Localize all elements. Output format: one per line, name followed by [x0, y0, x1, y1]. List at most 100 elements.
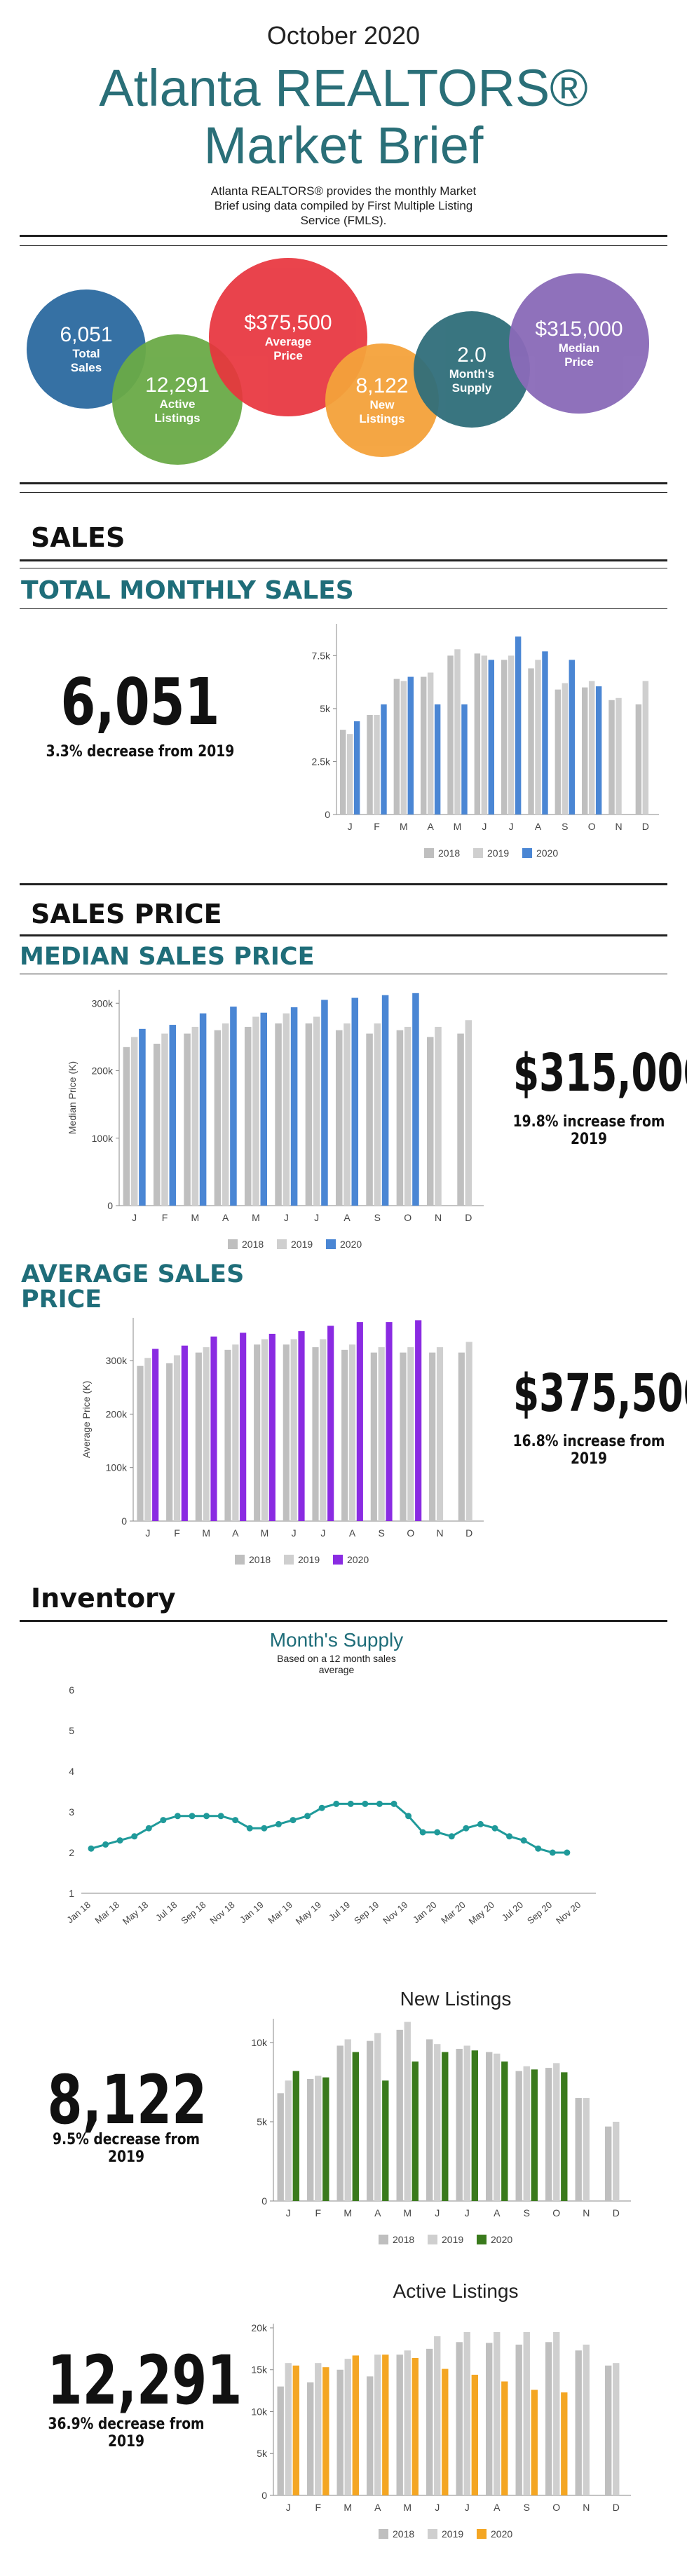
supply-point-Apr-18: [131, 1833, 138, 1840]
bar-2018-J: [474, 653, 481, 815]
y-tick-label: 6: [69, 1684, 74, 1696]
x-tick-label: N: [583, 2207, 590, 2219]
bar-2019-N: [435, 1026, 442, 1206]
supply-point-Oct-19: [390, 1800, 397, 1807]
x-tick-label: Mar 18: [93, 1900, 121, 1926]
x-tick-label: O: [552, 2207, 560, 2219]
bar-2019-M: [404, 2350, 411, 2495]
bar-2020-A: [356, 1322, 363, 1521]
bar-2020-A: [230, 1007, 237, 1206]
x-tick-label: Nov 20: [554, 1900, 583, 1926]
x-tick-label: S: [562, 821, 568, 832]
x-tick-label: Jul 18: [154, 1900, 179, 1923]
active-listings-bubble: 12,291 Active Listings: [112, 334, 243, 465]
bar-2019-S: [562, 683, 569, 815]
legend-swatch-2019: [284, 1555, 294, 1565]
bar-2018-N: [429, 1352, 436, 1521]
x-tick-label: Jul 20: [500, 1900, 525, 1923]
y-tick-label: 5: [69, 1725, 74, 1736]
bar-2020-J: [292, 2071, 299, 2201]
legend-label-2019: 2019: [298, 1554, 320, 1565]
y-tick-label: 300k: [106, 1355, 128, 1366]
x-tick-label: May 19: [294, 1900, 323, 1927]
x-tick-label: M: [454, 821, 462, 832]
bar-2019-M: [252, 1016, 259, 1206]
bar-2018-A: [420, 676, 427, 815]
x-tick-label: J: [286, 2502, 291, 2513]
x-tick-label: S: [374, 1212, 381, 1223]
bar-2020-S: [569, 660, 576, 815]
bar-2019-O: [553, 2063, 560, 2201]
average-price-chart: 0 100k 200k 300k Average Price (K) J F M A M J J A S O…: [81, 1318, 484, 1565]
average-price-value: $375,500: [244, 311, 332, 334]
divider: [20, 1620, 667, 1622]
legend-swatch-2020: [477, 2235, 487, 2244]
bar-2020-F: [181, 1345, 188, 1521]
bar-2019-J: [285, 2080, 292, 2201]
legend-label-2018: 2018: [249, 1554, 271, 1565]
x-tick-label: O: [552, 2502, 560, 2513]
y-tick-label: 0: [107, 1200, 113, 1211]
months-supply-label: Month's Supply: [449, 367, 495, 395]
x-tick-label: M: [261, 1527, 269, 1539]
bar-2018-J: [501, 660, 508, 815]
bar-2018-J: [312, 1347, 319, 1521]
divider: [20, 883, 667, 885]
legend-swatch-2018: [379, 2235, 388, 2244]
legend-label-2020: 2020: [340, 1239, 362, 1250]
supply-point-Aug-20: [535, 1845, 542, 1852]
bar-2020-J: [471, 2050, 478, 2201]
bar-2018-J: [426, 2039, 433, 2201]
median-price-chart: 0 100k 200k 300k Median Price (K) J F M A M J J A S O N…: [67, 990, 484, 1250]
x-tick-label: A: [494, 2207, 501, 2219]
x-tick-label: A: [344, 1212, 351, 1223]
bar-2018-A: [367, 2376, 374, 2495]
bar-2019-S: [374, 1023, 381, 1206]
bar-2018-M: [447, 655, 454, 815]
months-supply-value: 2.0: [457, 343, 487, 367]
x-tick-label: M: [400, 821, 408, 832]
median-price-label: Median Price: [558, 341, 600, 369]
y-tick-label: 300k: [92, 997, 114, 1009]
supply-point-May-19: [318, 1804, 325, 1811]
bar-2020-O: [412, 993, 419, 1206]
x-tick-label: J: [314, 1212, 319, 1223]
supply-point-Mar-19: [290, 1817, 297, 1824]
supply-point-Feb-20: [448, 1833, 455, 1840]
bar-2019-A: [232, 1344, 239, 1521]
bar-2020-A: [501, 2381, 508, 2495]
bar-2018-F: [166, 1363, 173, 1521]
bar-2018-J: [137, 1365, 144, 1521]
x-tick-label: O: [404, 1212, 411, 1223]
x-tick-label: F: [162, 1212, 168, 1223]
bar-2018-J: [426, 2348, 433, 2495]
legend-label-2019: 2019: [487, 847, 509, 859]
bar-2019-N: [436, 1347, 444, 1521]
bar-2019-S: [523, 2066, 530, 2201]
bar-2018-N: [608, 700, 615, 815]
bar-2018-D: [605, 2126, 612, 2201]
page-title: Atlanta REALTORS® Market Brief: [0, 60, 687, 175]
legend-swatch-2020: [522, 848, 532, 858]
bar-2020-J: [298, 1331, 305, 1521]
x-tick-label: M: [403, 2207, 411, 2219]
x-tick-label: M: [344, 2207, 352, 2219]
x-tick-label: J: [482, 821, 487, 832]
bar-2018-S: [515, 2071, 522, 2201]
supply-point-Mar-18: [116, 1837, 123, 1844]
report-date: October 2020: [266, 21, 421, 50]
median-price-value: $315,000: [535, 318, 623, 341]
bar-2019-M: [191, 1026, 199, 1206]
legend-swatch-2019: [473, 848, 483, 858]
x-tick-label: O: [407, 1527, 414, 1539]
supply-point-Mar-20: [463, 1825, 470, 1832]
bar-2018-J: [339, 730, 346, 815]
months-supply-title: Month's Supply: [269, 1629, 404, 1651]
y-tick-label: 4: [69, 1766, 74, 1777]
bar-2020-J: [290, 1007, 298, 1206]
bar-2020-O: [561, 2072, 568, 2201]
x-tick-label: J: [348, 821, 353, 832]
legend-label-2019: 2019: [291, 1239, 313, 1250]
x-tick-label: N: [435, 1212, 442, 1223]
active-listings-change: 36.9% decrease from 2019: [48, 2415, 205, 2451]
